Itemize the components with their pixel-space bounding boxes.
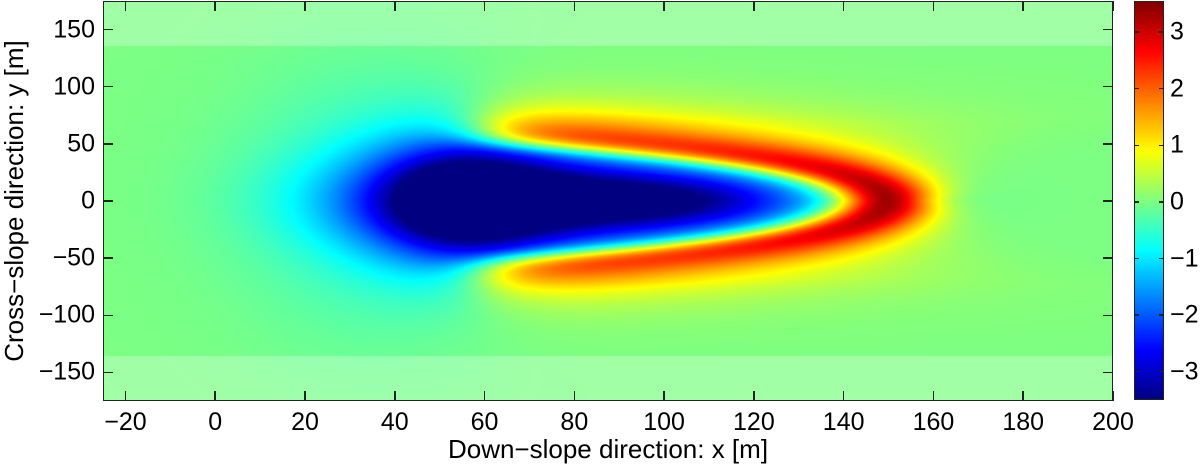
colorbar-tick-left [1134, 144, 1139, 147]
heatmap-canvas [103, 1, 1113, 401]
x-tick-bottom [932, 391, 935, 401]
x-tick-label: 200 [1092, 408, 1134, 436]
x-tick-bottom [663, 391, 665, 401]
colorbar-tick-label: 0 [1170, 187, 1184, 216]
x-tick-bottom [753, 391, 755, 401]
y-tick-label: 0 [81, 186, 95, 215]
y-tick-right [1103, 28, 1113, 31]
y-tick-left [103, 371, 113, 374]
y-tick-label: 50 [67, 129, 95, 158]
y-tick-label: −150 [38, 357, 95, 386]
colorbar-tick-label: −2 [1170, 300, 1199, 329]
y-tick-label: 150 [53, 15, 95, 44]
colorbar [1134, 1, 1164, 400]
colorbar-tick-label: 2 [1170, 74, 1184, 103]
colorbar-tick-left [1134, 370, 1139, 373]
colorbar-tick-left [1134, 201, 1139, 203]
colorbar-tick-right [1159, 31, 1164, 33]
x-tick-bottom [304, 391, 306, 401]
x-tick-bottom [1022, 391, 1024, 401]
x-tick-bottom [483, 391, 486, 401]
colorbar-tick-label: −3 [1170, 357, 1199, 386]
x-tick-top [124, 1, 127, 11]
x-tick-label: 120 [733, 408, 775, 436]
heatmap-plot-area [103, 1, 1114, 401]
x-tick-top [1022, 1, 1024, 11]
colorbar-tick-right [1159, 201, 1164, 203]
x-tick-top [394, 1, 396, 11]
colorbar-gradient [1134, 1, 1164, 400]
y-tick-right [1103, 200, 1113, 202]
x-tick-bottom [214, 391, 216, 401]
y-tick-label: 100 [53, 72, 95, 101]
x-tick-bottom [842, 391, 845, 401]
colorbar-tick-label: 3 [1170, 17, 1184, 46]
colorbar-tick-left [1134, 87, 1139, 90]
x-tick-top [304, 1, 306, 11]
y-tick-label: −100 [38, 300, 95, 329]
y-tick-right [1103, 371, 1113, 374]
y-tick-left [103, 257, 113, 259]
colorbar-tick-right [1159, 370, 1164, 373]
x-tick-bottom [573, 391, 576, 401]
x-tick-label: 80 [560, 408, 589, 436]
x-tick-label: 100 [643, 408, 685, 436]
colorbar-tick-label: 1 [1170, 130, 1184, 159]
colorbar-tick-right [1159, 87, 1164, 90]
x-tick-label: 40 [380, 408, 409, 436]
x-axis-label: Down−slope direction: x [m] [447, 434, 769, 464]
y-tick-right [1103, 314, 1113, 317]
x-tick-label: 0 [208, 408, 223, 436]
x-tick-label: 180 [1002, 408, 1045, 436]
x-tick-label: −20 [104, 408, 147, 436]
colorbar-tick-left [1134, 314, 1139, 316]
x-tick-label: 20 [291, 408, 319, 436]
colorbar-tick-right [1159, 314, 1164, 316]
y-tick-left [103, 85, 113, 88]
colorbar-tick-right [1159, 144, 1164, 147]
x-tick-top [842, 1, 845, 11]
y-tick-left [103, 143, 113, 145]
x-tick-top [932, 1, 935, 11]
colorbar-tick-left [1134, 257, 1139, 260]
x-tick-top [663, 1, 665, 11]
y-tick-right [1103, 143, 1113, 145]
x-tick-label: 160 [912, 408, 955, 436]
y-tick-left [103, 28, 113, 31]
y-tick-left [103, 314, 113, 317]
colorbar-tick-right [1159, 257, 1164, 260]
colorbar-tick-left [1134, 31, 1139, 33]
x-tick-bottom [1112, 391, 1114, 401]
x-tick-label: 60 [470, 408, 499, 436]
x-tick-top [1112, 1, 1114, 11]
x-tick-bottom [124, 391, 127, 401]
y-tick-right [1103, 85, 1113, 88]
y-tick-left [103, 200, 113, 202]
y-tick-label: −50 [52, 243, 95, 272]
colorbar-tick-label: −1 [1170, 244, 1199, 272]
y-tick-right [1103, 257, 1113, 259]
x-tick-top [573, 1, 576, 11]
x-tick-label: 140 [822, 408, 865, 436]
x-tick-top [753, 1, 755, 11]
x-tick-top [214, 1, 216, 11]
x-tick-bottom [394, 391, 396, 401]
x-tick-top [483, 1, 486, 11]
